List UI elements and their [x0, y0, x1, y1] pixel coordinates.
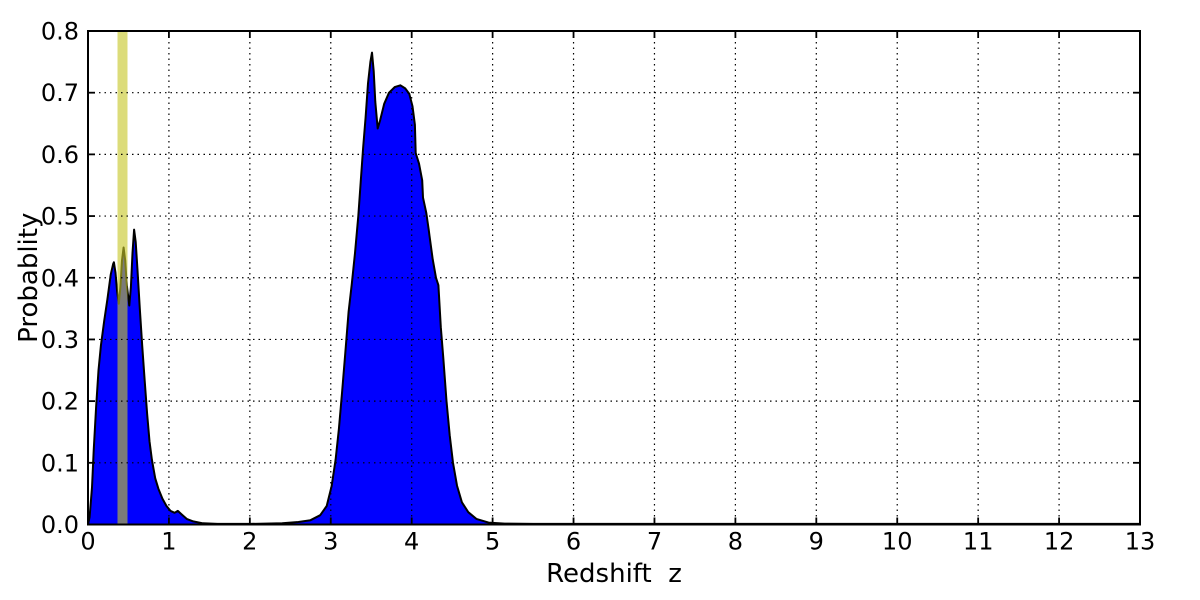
- y-tick-label: 0.8: [41, 18, 79, 46]
- plot-area: [88, 31, 1140, 525]
- x-tick-label: 2: [242, 528, 257, 556]
- x-tick-label: 3: [323, 528, 338, 556]
- x-tick-label: 1: [161, 528, 176, 556]
- y-tick-label: 0.6: [41, 141, 79, 169]
- x-tick-label: 10: [882, 528, 913, 556]
- x-tick-label: 6: [566, 528, 581, 556]
- y-tick-label: 0.4: [41, 264, 79, 292]
- y-tick-label: 0.3: [41, 326, 79, 354]
- x-tick-label: 5: [485, 528, 500, 556]
- y-tick-label: 0.7: [41, 79, 79, 107]
- x-tick-label: 13: [1125, 528, 1156, 556]
- x-tick-label: 12: [1044, 528, 1075, 556]
- x-tick-label: 0: [80, 528, 95, 556]
- x-tick-label: 9: [809, 528, 824, 556]
- x-tick-label: 4: [404, 528, 419, 556]
- x-tick-label: 8: [728, 528, 743, 556]
- y-tick-label: 0.2: [41, 388, 79, 416]
- x-tick-label: 11: [963, 528, 994, 556]
- y-tick-label: 0.5: [41, 203, 79, 231]
- y-axis-label: Probablity: [14, 213, 44, 343]
- y-tick-label: 0.1: [41, 449, 79, 477]
- x-tick-label: 7: [647, 528, 662, 556]
- y-tick-label: 0.0: [41, 511, 79, 539]
- x-axis-label: Redshift z: [546, 559, 682, 589]
